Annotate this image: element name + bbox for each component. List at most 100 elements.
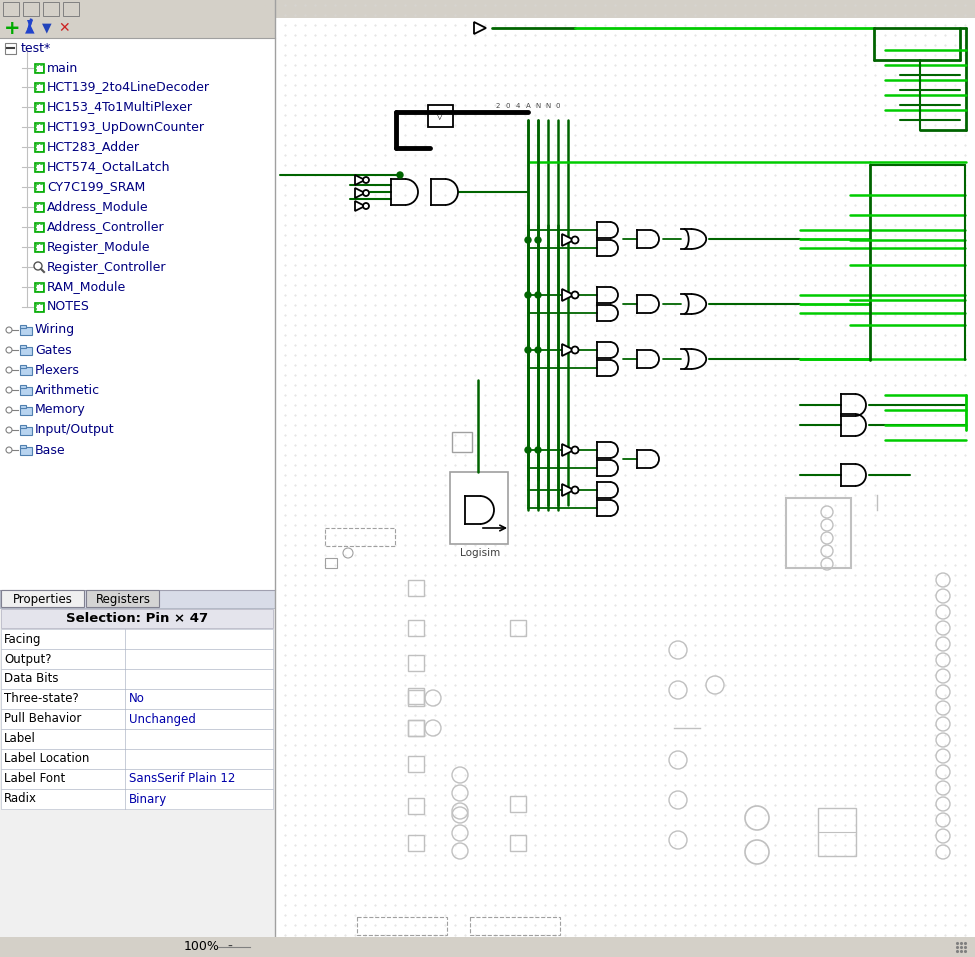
Text: Radix: Radix bbox=[4, 792, 37, 806]
Bar bbox=[428, 105, 453, 127]
Text: Address_Module: Address_Module bbox=[47, 201, 148, 213]
Bar bbox=[35, 123, 44, 132]
Circle shape bbox=[397, 172, 403, 178]
Text: Label: Label bbox=[4, 732, 36, 746]
Bar bbox=[35, 163, 44, 172]
Bar bbox=[20, 445, 26, 448]
Bar bbox=[36, 224, 43, 231]
Bar bbox=[325, 528, 395, 546]
Text: ✕: ✕ bbox=[58, 21, 70, 35]
Text: 0: 0 bbox=[506, 103, 510, 109]
Text: Data Bits: Data Bits bbox=[4, 673, 58, 685]
Text: main: main bbox=[47, 61, 78, 75]
Bar bbox=[0, 38, 275, 937]
Bar bbox=[1, 769, 273, 789]
Bar bbox=[20, 405, 26, 408]
Text: Memory: Memory bbox=[35, 404, 86, 416]
Bar bbox=[35, 303, 44, 312]
Bar bbox=[0, 608, 275, 937]
Polygon shape bbox=[562, 484, 574, 496]
Text: Address_Controller: Address_Controller bbox=[47, 220, 165, 234]
Text: No: No bbox=[129, 693, 145, 705]
Circle shape bbox=[571, 236, 578, 243]
Bar bbox=[408, 655, 424, 671]
Text: 2: 2 bbox=[496, 103, 500, 109]
Bar bbox=[35, 64, 44, 73]
Text: Binary: Binary bbox=[129, 792, 168, 806]
Bar bbox=[36, 164, 43, 171]
Text: 0: 0 bbox=[556, 103, 561, 109]
Circle shape bbox=[535, 292, 541, 298]
Bar bbox=[1, 689, 273, 709]
Circle shape bbox=[525, 347, 531, 353]
Bar bbox=[1, 669, 273, 689]
Bar bbox=[1, 749, 273, 769]
Bar bbox=[510, 796, 526, 812]
Bar bbox=[20, 327, 32, 335]
Bar bbox=[20, 365, 26, 368]
Bar bbox=[35, 243, 44, 252]
Circle shape bbox=[6, 327, 12, 333]
Bar bbox=[35, 83, 44, 92]
Bar bbox=[20, 367, 32, 375]
Text: Pull Behavior: Pull Behavior bbox=[4, 713, 81, 725]
Text: Label Location: Label Location bbox=[4, 752, 90, 766]
Text: N: N bbox=[545, 103, 551, 109]
Text: Plexers: Plexers bbox=[35, 364, 80, 376]
Bar bbox=[470, 917, 560, 935]
Bar bbox=[1, 629, 273, 649]
Bar bbox=[0, 937, 975, 957]
Bar bbox=[0, 590, 275, 608]
Bar bbox=[408, 580, 424, 596]
Text: Gates: Gates bbox=[35, 344, 71, 357]
Bar bbox=[408, 620, 424, 636]
Bar bbox=[408, 720, 424, 736]
Text: +: + bbox=[4, 18, 20, 37]
Bar bbox=[20, 447, 32, 455]
Polygon shape bbox=[562, 289, 574, 301]
Circle shape bbox=[6, 387, 12, 393]
Bar bbox=[36, 184, 43, 191]
Bar bbox=[36, 104, 43, 111]
Bar bbox=[1, 649, 273, 669]
Text: RAM_Module: RAM_Module bbox=[47, 280, 126, 294]
Bar bbox=[20, 325, 26, 328]
Text: HCT139_2to4LineDecoder: HCT139_2to4LineDecoder bbox=[47, 80, 210, 94]
Bar bbox=[36, 304, 43, 311]
Text: Selection: Pin × 47: Selection: Pin × 47 bbox=[66, 612, 208, 625]
Bar bbox=[5, 43, 16, 54]
Bar bbox=[818, 808, 856, 856]
Bar bbox=[20, 427, 32, 435]
Text: Wiring: Wiring bbox=[35, 323, 75, 337]
Circle shape bbox=[363, 177, 369, 183]
Bar bbox=[0, 18, 275, 38]
Bar bbox=[35, 183, 44, 192]
Bar bbox=[20, 387, 32, 395]
Polygon shape bbox=[355, 201, 365, 211]
Text: ▲: ▲ bbox=[25, 21, 35, 34]
Text: HC153_4To1MultiPlexer: HC153_4To1MultiPlexer bbox=[47, 100, 193, 114]
Bar bbox=[1, 609, 273, 628]
Bar bbox=[275, 0, 975, 937]
Circle shape bbox=[6, 347, 12, 353]
Bar bbox=[20, 347, 32, 355]
Text: CY7C199_SRAM: CY7C199_SRAM bbox=[47, 181, 145, 193]
Text: Facing: Facing bbox=[4, 633, 42, 646]
Circle shape bbox=[6, 427, 12, 433]
Circle shape bbox=[571, 292, 578, 299]
Bar bbox=[408, 690, 424, 706]
Polygon shape bbox=[27, 20, 33, 28]
Bar bbox=[36, 84, 43, 91]
Text: SansSerif Plain 12: SansSerif Plain 12 bbox=[129, 772, 235, 786]
Polygon shape bbox=[355, 175, 365, 185]
Bar bbox=[408, 688, 424, 704]
Bar bbox=[35, 203, 44, 212]
Circle shape bbox=[363, 203, 369, 209]
Bar bbox=[0, 0, 975, 18]
FancyBboxPatch shape bbox=[2, 590, 85, 608]
Bar bbox=[20, 407, 32, 415]
Bar bbox=[36, 65, 43, 72]
Bar bbox=[63, 2, 79, 16]
Bar bbox=[36, 124, 43, 131]
Circle shape bbox=[525, 237, 531, 243]
